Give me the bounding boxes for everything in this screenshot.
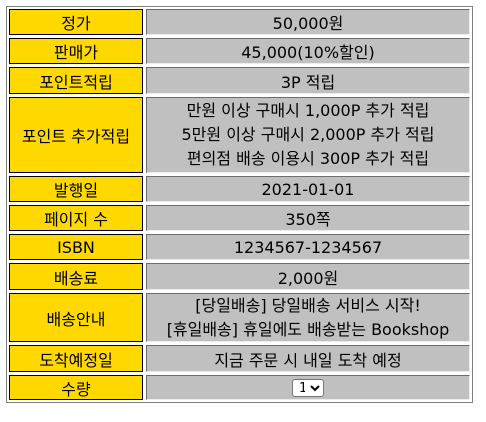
quantity-cell: 1 bbox=[146, 375, 470, 400]
shipping-info-line: [당일배송] 당일배송 서비스 시작! bbox=[195, 295, 421, 315]
arrival-value: 지금 주문 시 내일 도착 예정 bbox=[146, 345, 470, 372]
quantity-label: 수량 bbox=[9, 375, 143, 400]
shipping-fee-value: 2,000원 bbox=[146, 263, 470, 290]
row-sale-price: 판매가 45,000(10%할인) bbox=[9, 38, 470, 64]
arrival-label: 도착예정일 bbox=[9, 345, 143, 372]
row-pages: 페이지 수 350쪽 bbox=[9, 205, 470, 231]
shipping-info-value: [당일배송] 당일배송 서비스 시작! [휴일배송] 휴일에도 배송받는 Boo… bbox=[146, 293, 470, 342]
pub-date-label: 발행일 bbox=[9, 176, 143, 202]
isbn-label: ISBN bbox=[9, 234, 143, 260]
shipping-info-line: [휴일배송] 휴일에도 배송받는 Bookshop bbox=[166, 319, 450, 339]
row-extra-points: 포인트 추가적립 만원 이상 구매시 1,000P 추가 적립 5만원 이상 구… bbox=[9, 97, 470, 173]
row-shipping-fee: 배송료 2,000원 bbox=[9, 263, 470, 290]
row-arrival: 도착예정일 지금 주문 시 내일 도착 예정 bbox=[9, 345, 470, 372]
extra-points-label: 포인트 추가적립 bbox=[9, 97, 143, 173]
shipping-info-label: 배송안내 bbox=[9, 293, 143, 342]
pub-date-value: 2021-01-01 bbox=[146, 176, 470, 202]
book-info-table: 정가 50,000원 판매가 45,000(10%할인) 포인트적립 3P 적립… bbox=[6, 6, 473, 403]
sale-price-label: 판매가 bbox=[9, 38, 143, 64]
list-price-value: 50,000원 bbox=[146, 9, 470, 35]
points-value: 3P 적립 bbox=[146, 67, 470, 94]
row-shipping-info: 배송안내 [당일배송] 당일배송 서비스 시작! [휴일배송] 휴일에도 배송받… bbox=[9, 293, 470, 342]
pages-value: 350쪽 bbox=[146, 205, 470, 231]
extra-points-value: 만원 이상 구매시 1,000P 추가 적립 5만원 이상 구매시 2,000P… bbox=[146, 97, 470, 173]
extra-points-line: 만원 이상 구매시 1,000P 추가 적립 bbox=[186, 101, 430, 120]
extra-points-line: 5만원 이상 구매시 2,000P 추가 적립 bbox=[181, 125, 435, 144]
row-isbn: ISBN 1234567-1234567 bbox=[9, 234, 470, 260]
row-points: 포인트적립 3P 적립 bbox=[9, 67, 470, 94]
pages-label: 페이지 수 bbox=[9, 205, 143, 231]
quantity-select[interactable]: 1 bbox=[292, 378, 324, 397]
isbn-value: 1234567-1234567 bbox=[146, 234, 470, 260]
list-price-label: 정가 bbox=[9, 9, 143, 35]
extra-points-line: 편의점 배송 이용시 300P 추가 적립 bbox=[186, 149, 430, 168]
row-list-price: 정가 50,000원 bbox=[9, 9, 470, 35]
row-quantity: 수량 1 bbox=[9, 375, 470, 400]
points-label: 포인트적립 bbox=[9, 67, 143, 94]
shipping-fee-label: 배송료 bbox=[9, 263, 143, 290]
row-pub-date: 발행일 2021-01-01 bbox=[9, 176, 470, 202]
sale-price-value: 45,000(10%할인) bbox=[146, 38, 470, 64]
